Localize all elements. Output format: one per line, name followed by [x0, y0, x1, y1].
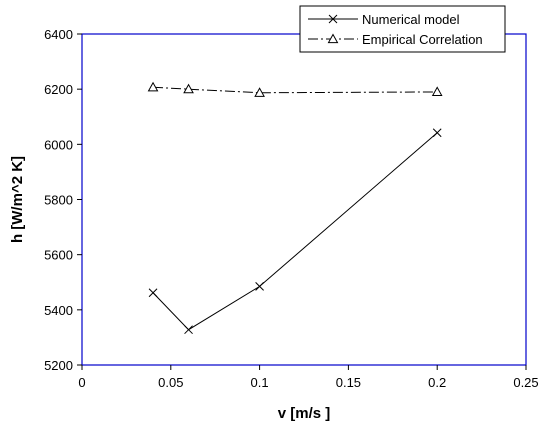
y-tick-label: 5600 — [44, 248, 73, 263]
data-point — [432, 128, 442, 138]
plot-area — [81, 33, 527, 366]
data-point — [147, 81, 159, 92]
series-2 — [147, 81, 443, 97]
series-layer — [147, 81, 443, 335]
y-tick-label: 5200 — [44, 358, 73, 373]
y-tick-label: 6200 — [44, 82, 73, 97]
data-point — [431, 86, 443, 97]
x-marker-stroke — [255, 282, 264, 291]
data-point — [255, 282, 264, 291]
legend-marker — [327, 33, 339, 44]
x-marker-stroke — [148, 288, 158, 298]
data-point — [183, 83, 194, 94]
x-tick-label: 0.2 — [428, 375, 446, 390]
y-tick-label: 6000 — [44, 137, 73, 152]
x-marker-stroke — [432, 128, 442, 138]
x-tick-label: 0.05 — [158, 375, 183, 390]
y-tick-label: 6400 — [44, 27, 73, 42]
data-point — [184, 325, 193, 335]
x-axis-ticks: 0 0.05 0.1 0.15 0.2 0.25 — [78, 365, 539, 390]
x-tick-label: 0 — [78, 375, 85, 390]
x-tick-label: 0.25 — [513, 375, 538, 390]
series-1 — [148, 128, 442, 335]
legend: Numerical model Empirical Correlation — [299, 5, 506, 53]
y-axis-label: h [W/m^2 K] — [9, 156, 26, 243]
x-marker-stroke — [328, 14, 338, 24]
data-point — [254, 87, 265, 97]
legend-item: Numerical model — [308, 12, 460, 27]
x-tick-label: 0.1 — [251, 375, 269, 390]
x-axis-label: v [m/s ] — [278, 405, 331, 422]
legend-marker — [328, 14, 338, 24]
x-tick-label: 0.15 — [336, 375, 361, 390]
legend-label: Numerical model — [362, 12, 460, 27]
y-axis-ticks: 5200 5400 5600 5800 6000 6200 6400 — [44, 27, 82, 373]
x-marker-stroke — [184, 325, 193, 335]
legend-box — [299, 5, 506, 53]
y-tick-label: 5800 — [44, 193, 73, 208]
data-point — [148, 288, 158, 298]
legend-item: Empirical Correlation — [308, 32, 483, 47]
y-tick-label: 5400 — [44, 303, 73, 318]
series-line — [152, 132, 438, 331]
plot-border — [81, 33, 527, 366]
series-line — [153, 86, 438, 94]
legend-label: Empirical Correlation — [362, 32, 483, 47]
